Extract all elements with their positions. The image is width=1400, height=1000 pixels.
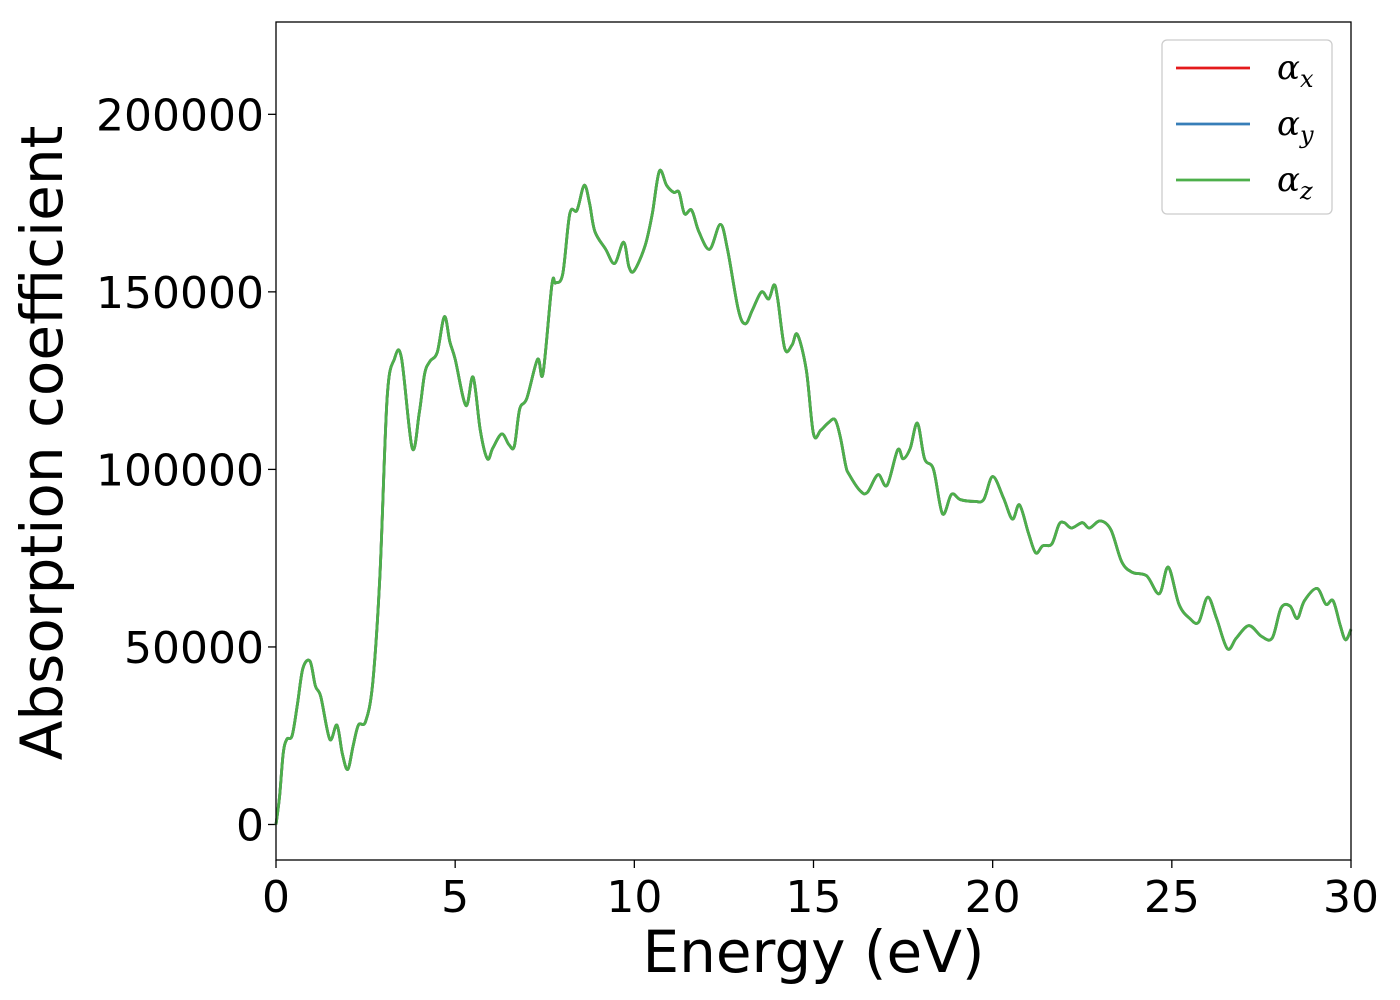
y-tick-label: 50000 bbox=[124, 623, 264, 674]
x-tick-label: 30 bbox=[1323, 872, 1379, 923]
y-tick-label: 200000 bbox=[96, 90, 264, 141]
plot-frame bbox=[275, 21, 1352, 861]
x-tick-label: 15 bbox=[786, 872, 842, 923]
series-line-alpha-y bbox=[274, 168, 1353, 825]
x-tick-label: 0 bbox=[262, 872, 290, 923]
series-line-alpha-x bbox=[274, 168, 1353, 825]
series-line-alpha-z bbox=[274, 168, 1353, 825]
series-lines bbox=[274, 168, 1353, 825]
y-axis-ticks: 0 50000 100000 150000 200000 bbox=[96, 90, 276, 851]
x-tick-label: 10 bbox=[606, 872, 662, 923]
x-tick-label: 25 bbox=[1144, 872, 1200, 923]
y-tick-label: 100000 bbox=[96, 445, 264, 496]
x-axis-ticks: 0 5 10 15 20 25 30 bbox=[262, 860, 1379, 923]
x-tick-label: 5 bbox=[441, 872, 469, 923]
y-axis-label: Absorption coefficient bbox=[8, 126, 76, 761]
x-tick-label: 20 bbox=[965, 872, 1021, 923]
x-axis-label: Energy (eV) bbox=[642, 918, 984, 986]
y-tick-label: 0 bbox=[236, 800, 264, 851]
y-tick-label: 150000 bbox=[96, 268, 264, 319]
legend-box bbox=[1161, 39, 1333, 215]
